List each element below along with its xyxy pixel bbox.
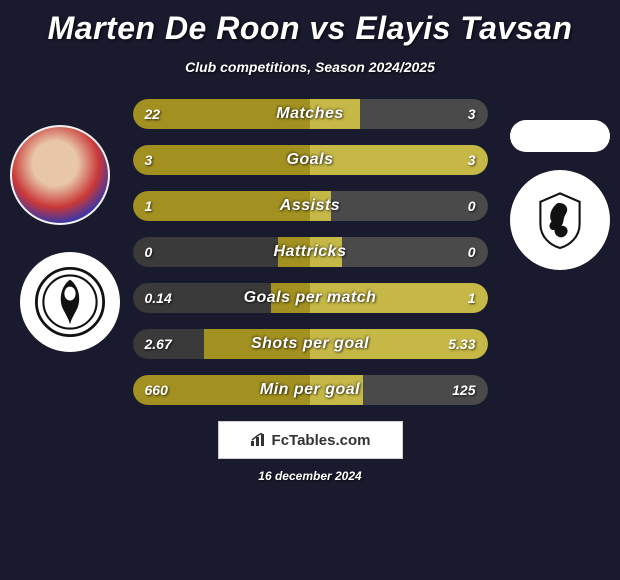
stat-label: Goals [133,145,488,175]
page-title: Marten De Roon vs Elayis Tavsan [0,0,620,47]
club-right-crest [510,170,610,270]
footer-brand-badge[interactable]: FcTables.com [218,421,403,459]
stat-value-right: 5.33 [436,329,487,359]
club-left-crest [20,252,120,352]
stat-value-right: 125 [440,375,487,405]
stat-value-left: 660 [133,375,180,405]
chart-icon [250,433,266,447]
footer-brand-text: FcTables.com [272,432,371,449]
player-right-avatar [510,120,610,152]
stat-value-right: 1 [456,283,488,313]
atalanta-crest-icon [35,267,105,337]
cesena-crest-icon [525,185,595,255]
stats-container: Matches223Goals33Assists10Hattricks00Goa… [133,99,488,405]
stat-row: Assists1 0 [133,191,488,221]
stat-label: Shots per goal [133,329,488,359]
stat-label: Min per goal [133,375,488,405]
stat-value-left: 3 [133,145,165,175]
page-subtitle: Club competitions, Season 2024/2025 [0,59,620,75]
stat-row: Min per goal660 125 [133,375,488,405]
stat-value-left: 1 [133,191,165,221]
stat-value-left: 0 [133,237,165,267]
stat-row: Hattricks0 0 [133,237,488,267]
stat-label: Hattricks [133,237,488,267]
stat-row: Shots per goal2.67 5.33 [133,329,488,359]
stat-value-left: 0.14 [133,283,184,313]
stat-label: Matches [133,99,488,129]
stat-value-right: 3 [456,99,488,129]
stat-row: Matches22 3 [133,99,488,129]
stat-value-right: 0 [456,191,488,221]
stat-value-right: 0 [456,237,488,267]
stat-label: Assists [133,191,488,221]
player-left-avatar [10,125,110,225]
footer-date: 16 december 2024 [0,469,620,483]
stat-value-right: 3 [456,145,488,175]
stat-row: Goals3 3 [133,145,488,175]
stat-row: Goals per match0.14 1 [133,283,488,313]
stat-value-left: 22 [133,99,173,129]
stat-label: Goals per match [133,283,488,313]
stat-value-left: 2.67 [133,329,184,359]
